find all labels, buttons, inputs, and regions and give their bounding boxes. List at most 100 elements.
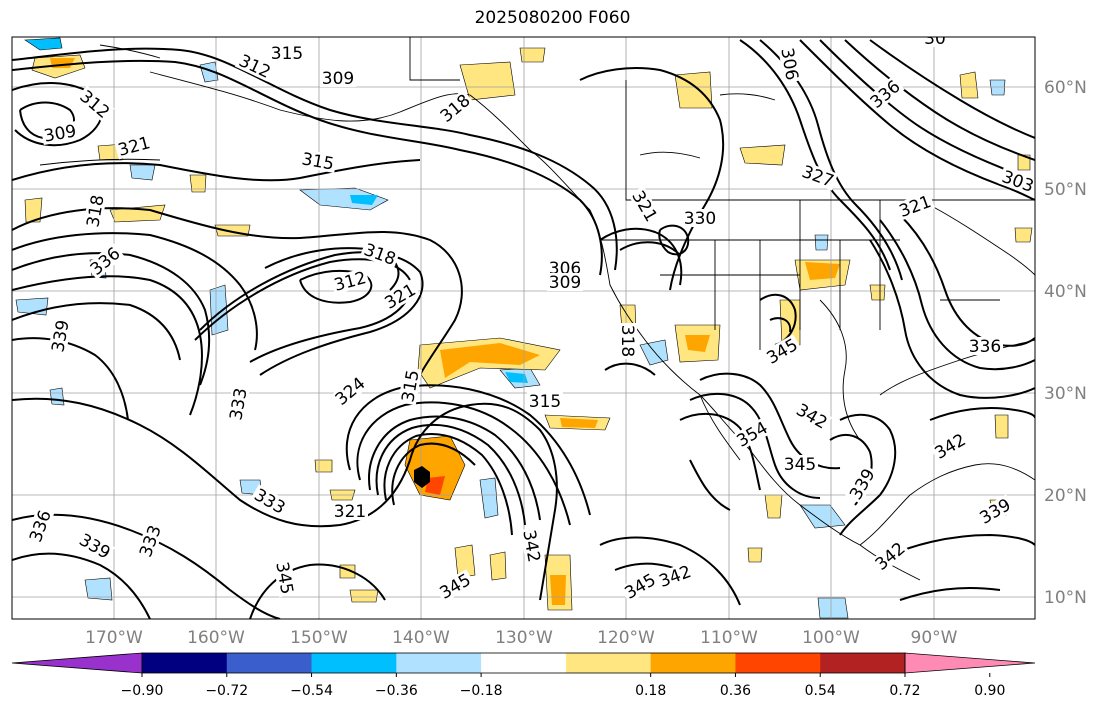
contour-label-bg [791, 399, 833, 433]
contour-label: 321 [116, 133, 153, 161]
colorbar-segment [481, 653, 567, 673]
contour-label-bg [865, 75, 905, 113]
contour-label: 309 [549, 273, 581, 293]
colorbar-extend-max [904, 652, 1036, 674]
contour-label-bg [967, 337, 1003, 355]
contour-label-bg [330, 372, 370, 410]
contour-label-bg [798, 161, 838, 191]
colorbar: −0.90 −0.72 −0.54 −0.36 −0.18 0.18 0.36 0.54 0.7… [11, 652, 1036, 699]
contour-label-bg [998, 166, 1035, 196]
contour-label-bg [74, 529, 116, 563]
colorbar-segment [820, 653, 906, 673]
coastlines [39, 37, 1035, 581]
contour-label-bg [75, 85, 115, 123]
contour-label-bg [435, 89, 475, 127]
contour-label: 309 [322, 69, 354, 89]
colorbar-tick-label: 0.72 [889, 683, 920, 699]
contour-label: 303 [999, 167, 1036, 197]
contour-label: 318 [617, 325, 637, 357]
contour-label-bg [917, 37, 953, 47]
colorbar-tick-label: −0.90 [121, 683, 164, 699]
lon-label: 140°W [392, 628, 450, 648]
lat-label: 10°N [1044, 588, 1087, 608]
lat-label: 20°N [1044, 486, 1087, 506]
contour-label-bg [628, 185, 662, 227]
contour-label-bg [527, 392, 563, 410]
colorbar-tick-label: 0.90 [974, 683, 1005, 699]
lon-label: 110°W [700, 628, 758, 648]
contour-label-bg [298, 149, 338, 173]
contour-label: 345 [271, 560, 296, 595]
contour-label-bg [135, 521, 165, 561]
contour-label-bg [85, 242, 125, 280]
colorbar-segment [226, 653, 313, 673]
contour-label-bg [731, 417, 773, 451]
contour-label: 312 [332, 268, 369, 296]
contour-label-bg [332, 502, 368, 520]
contour-label-bg [895, 191, 935, 221]
contour-label-bg [320, 69, 356, 87]
contour-label: 339 [48, 318, 73, 353]
contour-label: 333 [136, 523, 166, 560]
lat-lon-grid [12, 37, 1035, 619]
latitude-labels: 60°N 50°N 40°N 30°N 20°N 10°N [1044, 78, 1087, 608]
contour-label-bg [870, 537, 910, 575]
contour-label-bg [226, 384, 250, 424]
colorbar-tick-label: −0.18 [460, 683, 503, 699]
contour-label-bg [682, 209, 718, 227]
lon-label: 160°W [187, 628, 245, 648]
contour-label-bg [398, 366, 422, 406]
contour-label: 318 [361, 240, 398, 270]
contour-label: 321 [897, 192, 934, 222]
lat-label: 50°N [1044, 180, 1087, 200]
contour-label-bg [845, 463, 879, 505]
lat-label: 60°N [1044, 78, 1087, 98]
colorbar-tick-label: −0.72 [205, 683, 248, 699]
contour-label: 324 [332, 374, 370, 410]
contour-label: 315 [529, 392, 561, 412]
map-frame [11, 36, 1036, 620]
contour-label: 318 [83, 193, 108, 228]
contour-label-bg [761, 334, 803, 368]
contour-label: 330 [684, 209, 716, 229]
contour-label-bg [360, 239, 400, 269]
lon-label: 120°W [597, 628, 655, 648]
contour-label-bg [655, 561, 695, 591]
contour-label-bg [778, 44, 802, 84]
contour-label-bg [547, 259, 583, 277]
colorbar-segment [650, 653, 736, 673]
colorbar-segment [565, 653, 652, 673]
contour-label-bg [974, 494, 1016, 528]
contour-label: 336 [969, 337, 1001, 357]
contour-label: 315 [271, 44, 303, 64]
colorbar-tick-label: −0.54 [290, 683, 333, 699]
contour-label: 336 [867, 77, 905, 113]
contour-label-bg [48, 316, 72, 356]
contour-label-bg [379, 279, 421, 313]
contour-label-bg [619, 569, 661, 603]
contour-label-bg [619, 323, 637, 359]
colorbar-segment [735, 653, 821, 673]
colorbar-extend-min [11, 652, 143, 674]
contour-label: 306 [776, 46, 801, 81]
contour-label-bg [269, 44, 305, 62]
contour-label-bg [249, 484, 291, 518]
contour-label-bg [782, 455, 818, 473]
contour-label: 30 [924, 29, 946, 49]
lon-label: 90°W [911, 628, 958, 648]
contour-label-bg [234, 50, 276, 82]
contour-label: 342 [657, 562, 694, 592]
contour-label: 342 [518, 528, 543, 563]
colorbar-tick-label: 0.18 [635, 683, 666, 699]
contours [12, 39, 1035, 619]
contour-label: 315 [398, 368, 423, 403]
colorbar-tick-label: 0.36 [720, 683, 751, 699]
contour-label: 336 [26, 508, 56, 545]
contour-label-bg [273, 558, 297, 598]
contour-label: 312 [75, 87, 113, 123]
contour-label-bg [114, 132, 154, 160]
contour-label: 345 [784, 455, 816, 475]
map-title: 2025080200 F060 [474, 8, 631, 28]
colorbar-tick-label: −0.36 [375, 683, 418, 699]
